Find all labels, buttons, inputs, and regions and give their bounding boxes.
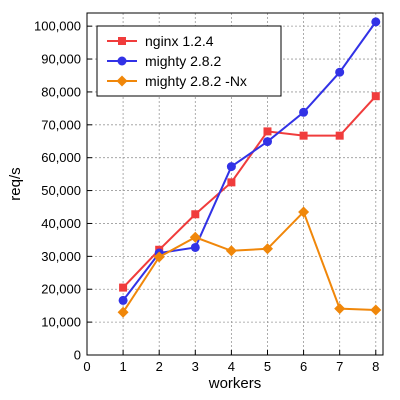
data-point (335, 131, 344, 140)
y-tick-label: 80,000 (41, 84, 81, 99)
y-axis-title: req/s (7, 167, 24, 200)
data-point (299, 131, 308, 140)
legend-label: mighty 2.8.2 (145, 53, 221, 69)
legend-marker (118, 37, 126, 45)
plot-frame (86, 12, 384, 356)
series-line (122, 21, 377, 302)
data-point (298, 206, 310, 218)
legend: nginx 1.2.4 mighty 2.8.2 mighty 2.8.2 -Nx (96, 25, 282, 97)
y-tick-label: 60,000 (41, 150, 81, 165)
data-point (299, 107, 309, 117)
series-nginx-1-2-4 (119, 92, 380, 292)
legend-marker (116, 75, 128, 87)
y-tick-label: 10,000 (41, 315, 81, 330)
y-tick-label: 40,000 (41, 216, 81, 231)
axis-ticks: 0 1 2 3 4 5 6 7 8 0 10,000 20,000 30,000 40,000 50,000… (34, 19, 379, 374)
data-point (261, 243, 273, 255)
x-tick-label: 2 (156, 359, 163, 374)
y-tick-label: 0 (74, 348, 81, 363)
legend-label: mighty 2.8.2 -Nx (145, 73, 247, 89)
data-point (370, 304, 382, 316)
y-tick-label: 90,000 (41, 52, 81, 67)
x-tick-label: 3 (192, 359, 199, 374)
x-tick-label: 5 (264, 359, 271, 374)
data-point (371, 17, 381, 27)
data-point (153, 251, 165, 263)
y-tick-label: 30,000 (41, 249, 81, 264)
data-point (118, 295, 128, 305)
legend-marker (117, 56, 127, 66)
x-tick-label: 8 (372, 359, 379, 374)
series-line (122, 95, 377, 289)
series-line (122, 210, 376, 313)
data-point (119, 283, 128, 292)
x-axis-title: workers (208, 375, 262, 392)
data-point (226, 162, 236, 172)
data-point (189, 231, 201, 243)
y-tick-label: 50,000 (41, 183, 81, 198)
data-point (335, 67, 345, 77)
y-tick-label: 70,000 (41, 117, 81, 132)
data-point (191, 210, 200, 219)
series-mighty-2-8-2-nx (117, 206, 382, 318)
series-mighty-2-8-2 (118, 17, 381, 305)
data-point (227, 178, 236, 187)
data-point (371, 92, 380, 101)
data-point (190, 242, 200, 252)
data-point (263, 127, 272, 136)
data-point (334, 303, 346, 315)
x-tick-label: 0 (83, 359, 90, 374)
x-tick-label: 7 (336, 359, 343, 374)
x-tick-label: 4 (228, 359, 235, 374)
data-point (225, 245, 237, 257)
data-point (117, 306, 129, 318)
data-point (262, 137, 272, 147)
legend-label: nginx 1.2.4 (145, 33, 214, 49)
series-lines (117, 17, 382, 318)
y-tick-label: 100,000 (34, 19, 81, 34)
x-tick-label: 6 (300, 359, 307, 374)
y-tick-label: 20,000 (41, 282, 81, 297)
x-tick-label: 1 (119, 359, 126, 374)
